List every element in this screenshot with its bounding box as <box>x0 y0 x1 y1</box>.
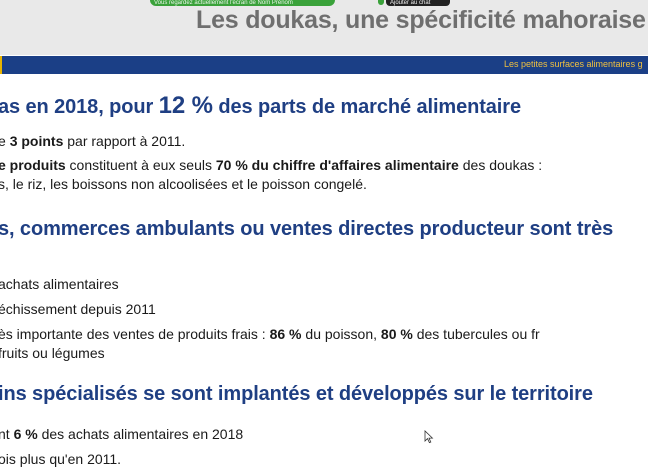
section-1-heading: as en 2018, pour 12 % des parts de march… <box>0 92 521 119</box>
share-status-dot-icon <box>378 0 384 5</box>
slide-header <box>0 0 648 55</box>
band-subtitle: Les petites surfaces alimentaires g <box>504 59 643 69</box>
band-accent <box>0 56 2 74</box>
section-1-line-3: s, le riz, les boissons non alcoolisées … <box>0 176 367 192</box>
section-3-line-1: nt 6 % des achats alimentaires en 2018 <box>0 426 244 442</box>
section-3-line-2: ois plus qu'en 2011. <box>0 451 122 467</box>
section-1-line-1: e 3 points par rapport à 2011. <box>0 133 186 149</box>
page-title: Les doukas, une spécificité mahoraise <box>196 6 646 34</box>
section-2-line-1: achats alimentaires <box>0 276 119 292</box>
mouse-pointer-icon <box>424 430 434 444</box>
section-2-heading: s, commerces ambulants ou ventes directe… <box>0 218 614 240</box>
section-2-line-4: fruits ou légumes <box>0 345 105 361</box>
section-3-heading: ins spécialisés se sont implantés et dév… <box>0 383 593 405</box>
section-2-line-3: ès importante des ventes de produits fra… <box>0 326 540 342</box>
chat-button[interactable]: Ajouter au chat <box>386 0 450 6</box>
section-2-line-2: échissement depuis 2011 <box>0 301 156 317</box>
screen-share-banner: Vous regardez actuellement l'écran de No… <box>150 0 335 6</box>
section-1-line-2: e produits constituent à eux seuls 70 % … <box>0 157 543 173</box>
header-band <box>0 56 648 74</box>
